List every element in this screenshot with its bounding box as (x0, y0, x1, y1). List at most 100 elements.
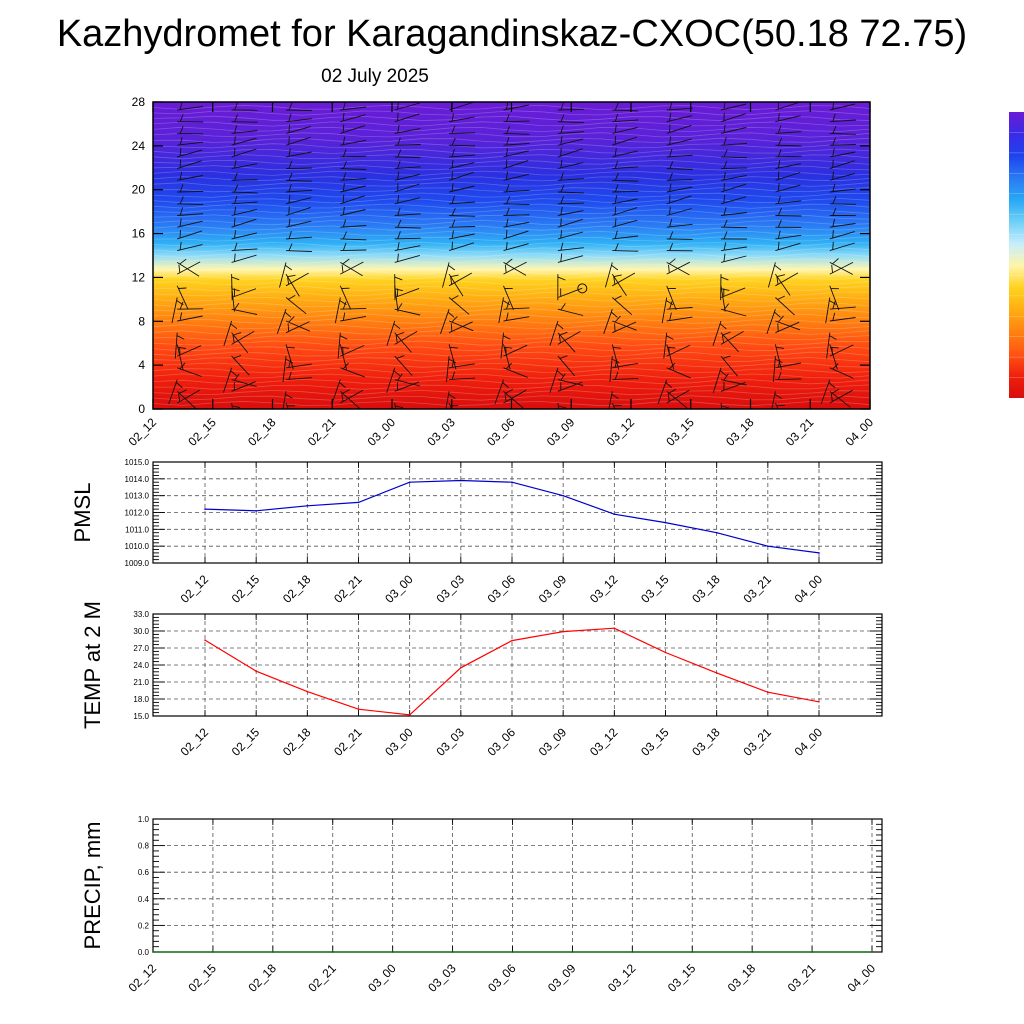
contour-line (153, 159, 870, 165)
wind-barb (231, 163, 258, 170)
contour-line (153, 357, 870, 363)
wind-barb (223, 367, 233, 393)
wind-barb (285, 250, 312, 252)
wind-barb-flag (394, 288, 404, 292)
wind-barb (612, 362, 638, 369)
wind-barb (720, 126, 747, 134)
contour-line (153, 335, 870, 341)
x-tick-label: 03_06 (485, 725, 519, 759)
contour-line (153, 115, 870, 122)
wind-barb-flag (611, 358, 620, 364)
x-tick-label: 03_03 (425, 961, 459, 995)
wind-barb (557, 178, 584, 181)
wind-barb-flag (397, 195, 400, 204)
wind-barb (612, 126, 638, 134)
wind-barb (608, 391, 613, 409)
wind-barb (720, 308, 747, 317)
wind-barb (231, 232, 258, 240)
wind-barb (448, 242, 475, 252)
wind-barb-flag (723, 160, 728, 169)
x-tick-label: 04_00 (792, 725, 826, 759)
wind-barb (394, 128, 421, 134)
heatmap-x-tick-label: 03_12 (604, 415, 638, 449)
wind-barb (609, 356, 613, 383)
wind-barb (557, 247, 584, 252)
contour-line (153, 121, 870, 127)
colorbar-strip (1009, 112, 1024, 398)
wind-barb (231, 179, 258, 181)
contour-line (153, 176, 870, 182)
wind-barb-flag (777, 195, 781, 204)
wind-barb (394, 355, 413, 376)
wind-barb-flag (831, 388, 840, 394)
x-tick-label: 04_00 (792, 572, 826, 606)
wind-barb (285, 236, 312, 240)
wind-barb-flag (397, 149, 402, 158)
wind-barb (829, 151, 856, 158)
x-tick-label: 02_12 (178, 572, 212, 606)
wind-barb-flag (506, 113, 510, 122)
wind-barb-flag (669, 243, 674, 251)
wind-barb-flag (397, 160, 401, 169)
data-point (204, 508, 206, 510)
wind-barb-flag (179, 136, 183, 145)
wind-barb-flag (829, 300, 837, 305)
wind-barb (829, 367, 854, 379)
wind-barb (549, 320, 559, 346)
data-point (511, 481, 513, 484)
wind-barb (557, 381, 583, 392)
data-point (391, 951, 394, 953)
wind-barb-flag (777, 160, 781, 169)
wind-barb (666, 238, 693, 240)
x-tick-label: 02_12 (126, 961, 160, 995)
wind-barb (177, 213, 204, 216)
wind-barb-flag (774, 393, 782, 399)
wind-barb-flag (506, 312, 509, 321)
y-tick-label: 1012.0 (125, 509, 150, 518)
x-tick-label: 03_15 (665, 961, 699, 995)
data-point (767, 691, 769, 693)
wind-barb (176, 389, 201, 404)
wind-barb-flag (179, 114, 184, 122)
wind-barb (503, 285, 514, 310)
wind-barb-flag (560, 184, 565, 193)
wind-barb (340, 367, 365, 378)
wind-barb (449, 116, 475, 123)
wind-barb (340, 390, 361, 409)
wind-barb (557, 308, 584, 316)
data-point (613, 627, 616, 629)
wind-barb-flag (668, 388, 677, 394)
wind-barb-flag (614, 184, 619, 193)
data-point (460, 667, 462, 669)
wind-barb (177, 190, 204, 193)
contour-line (153, 340, 870, 346)
wind-barb-flag (505, 229, 508, 239)
heatmap-x-tick-label: 03_15 (663, 415, 697, 449)
wind-barb (666, 285, 677, 311)
wind-barb (503, 173, 529, 181)
wind-barb-flag (179, 171, 183, 180)
wind-barb (612, 150, 638, 158)
wind-barb (666, 223, 693, 228)
wind-barb (775, 144, 802, 147)
wind-barb (503, 316, 530, 322)
wind-barb (337, 332, 341, 359)
wind-barb-flag (832, 148, 835, 157)
wind-barb (503, 230, 529, 240)
wind-barb (829, 172, 856, 181)
wind-barb (720, 332, 739, 353)
wind-barb (666, 179, 693, 181)
wind-barb-flag (288, 160, 293, 169)
wind-barb-flag (560, 102, 565, 111)
wind-barb (557, 202, 584, 205)
data-point (306, 690, 309, 693)
wind-barb (829, 306, 856, 310)
y-tick-label: 1.0 (138, 815, 150, 824)
wind-barb-flag (397, 303, 403, 311)
data-point (460, 479, 462, 482)
wind-barb (611, 344, 620, 370)
wind-barb (231, 248, 258, 252)
wind-barb (331, 379, 341, 405)
wind-barb-flag (342, 206, 345, 215)
wind-barb-flag (179, 207, 184, 216)
